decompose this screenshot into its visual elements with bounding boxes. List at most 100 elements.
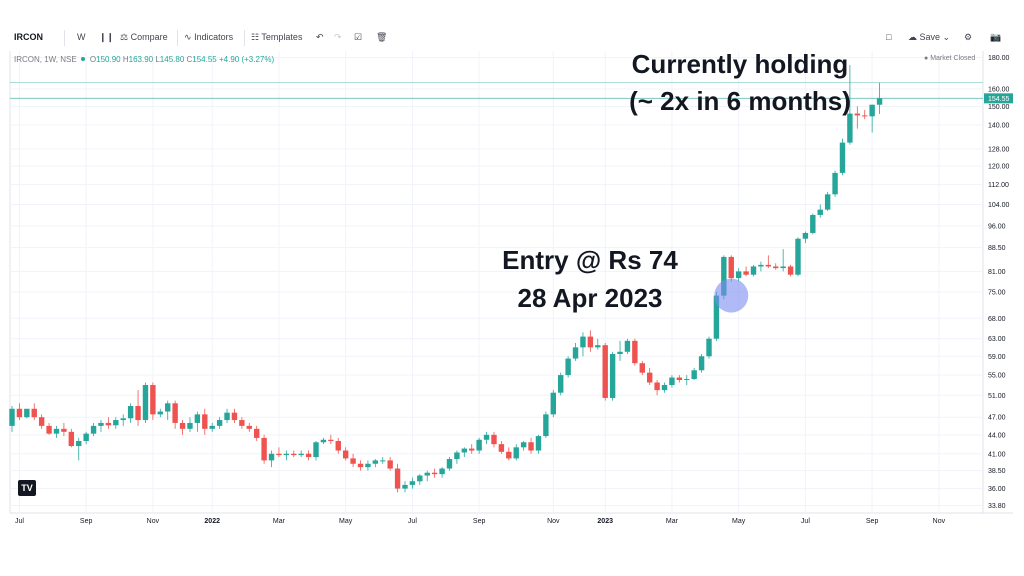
candle xyxy=(31,403,37,421)
entry-line-2: 28 Apr 2023 xyxy=(517,283,663,313)
y-tick-label: 112.00 xyxy=(988,182,1009,189)
interval-button[interactable]: W xyxy=(77,32,86,42)
candle-body xyxy=(365,463,371,468)
square-icon[interactable]: □ xyxy=(886,32,892,42)
holding-line-1: Currently holding xyxy=(631,49,849,79)
candle-body xyxy=(298,453,304,456)
candle-body xyxy=(520,442,527,448)
candle xyxy=(113,417,119,429)
candle-body xyxy=(276,453,282,456)
candle-body xyxy=(735,271,742,279)
candle xyxy=(676,375,683,383)
candle xyxy=(565,356,571,378)
candle-body xyxy=(90,425,97,434)
candle xyxy=(291,450,297,458)
candle-body xyxy=(105,422,112,426)
time-axis[interactable]: Jul Sep Nov 2022 Mar May Jul Sep Nov 2023 Mar May Ju… xyxy=(15,518,946,525)
symbol-search[interactable]: IRCON xyxy=(14,32,43,42)
candle xyxy=(780,249,786,272)
y-tick-label: 180.00 xyxy=(988,55,1010,62)
candle-body xyxy=(135,406,141,421)
candle-body xyxy=(409,481,416,485)
candle xyxy=(283,450,290,461)
candle xyxy=(580,332,586,357)
candle xyxy=(691,367,697,380)
y-tick-label: 81.00 xyxy=(988,269,1006,276)
y-tick-label: 128.00 xyxy=(988,146,1010,153)
trash-icon[interactable]: 🗑 xyxy=(376,32,388,42)
check-icon[interactable]: ☑ xyxy=(354,32,363,42)
redo-icon[interactable]: ↷ xyxy=(334,32,342,42)
indicators-button[interactable]: ∿ Indicators xyxy=(184,32,233,43)
candle-body xyxy=(253,428,260,438)
candle xyxy=(506,447,512,461)
gear-icon[interactable]: ⚙ xyxy=(964,32,973,42)
candle-body xyxy=(758,264,764,267)
price-axis[interactable]: 33.80 36.00 38.50 41.00 44.00 47.00 51.00 55.00… xyxy=(984,55,1013,510)
candle xyxy=(817,204,823,218)
candle xyxy=(76,437,82,461)
candle-body xyxy=(283,453,290,456)
tradingview-logo: TV xyxy=(18,480,36,496)
candle-body xyxy=(216,420,223,426)
candle xyxy=(224,408,230,423)
y-tick-label: 96.00 xyxy=(988,223,1006,230)
candle-body xyxy=(224,412,230,421)
candle-body xyxy=(810,214,816,233)
last-price-tag xyxy=(984,93,1013,104)
candle xyxy=(587,330,594,352)
holding-line-2: (~ 2x in 6 months) xyxy=(629,86,851,116)
candle-body xyxy=(862,115,868,117)
chevron-down-icon: ⌄ xyxy=(942,32,951,42)
candle xyxy=(750,264,757,277)
x-tick-label: May xyxy=(732,518,746,525)
legend-close: 154.55 xyxy=(192,55,217,64)
candle xyxy=(661,382,668,393)
y-tick-label: 150.00 xyxy=(988,104,1010,111)
cloud-icon: ☁ xyxy=(908,32,917,42)
x-tick-label: Jul xyxy=(801,518,810,525)
candle-body xyxy=(424,472,430,476)
save-button[interactable]: ☁ Save ⌄ xyxy=(908,32,950,43)
candle-body xyxy=(721,256,727,296)
compare-button[interactable]: ⚖ Compare xyxy=(120,32,168,43)
undo-icon[interactable]: ↶ xyxy=(316,32,324,42)
candle-body xyxy=(142,385,149,421)
x-tick-label: Nov xyxy=(147,518,160,525)
candle xyxy=(854,106,861,129)
candle-body xyxy=(691,370,697,380)
candle xyxy=(187,417,193,432)
last-price-label: 154.55 xyxy=(988,96,1010,103)
candle-body xyxy=(795,238,801,275)
candle-body xyxy=(765,264,772,267)
candle xyxy=(342,447,349,461)
y-tick-label: 41.00 xyxy=(988,451,1006,458)
legend-high-label: H xyxy=(122,55,129,64)
candlestick-series xyxy=(9,65,883,493)
candle-body xyxy=(869,104,875,117)
candle xyxy=(609,351,616,401)
candles-icon[interactable]: ❙❙ xyxy=(99,32,115,42)
candle xyxy=(194,411,201,432)
candle-body xyxy=(291,453,297,456)
candle-body xyxy=(847,113,853,143)
candle-body xyxy=(669,377,675,386)
candle xyxy=(824,191,831,211)
candle-body xyxy=(535,436,542,451)
templates-button[interactable]: ☷ Templates xyxy=(251,32,302,43)
x-tick-label: Jul xyxy=(408,518,417,525)
camera-icon[interactable]: 📷 xyxy=(990,32,1002,42)
legend-low: 145.80 xyxy=(159,55,185,64)
candle-body xyxy=(558,375,564,393)
candle-body xyxy=(335,441,341,451)
candle xyxy=(90,422,97,437)
candle xyxy=(68,428,75,448)
candle xyxy=(105,417,112,429)
candle xyxy=(862,109,868,120)
candle xyxy=(16,403,23,421)
candle xyxy=(394,463,401,493)
candle-body xyxy=(16,408,23,418)
legend-change: +4.90 (+3.27%) xyxy=(218,55,275,64)
candle xyxy=(735,268,742,282)
